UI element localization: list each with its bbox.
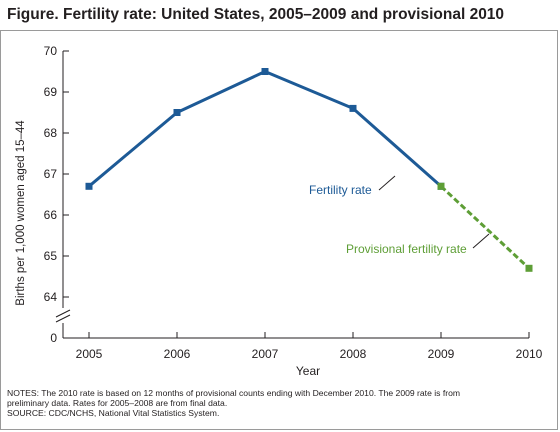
provisional-rate-marker — [525, 264, 533, 272]
provisional-rate-marker — [437, 182, 445, 190]
fertility-rate-marker — [173, 109, 181, 116]
x-tick-label: 2008 — [340, 347, 367, 361]
provisional-rate-label: Provisional fertility rate — [346, 242, 467, 256]
axis-break-mark — [55, 314, 71, 323]
x-axis-label: Year — [296, 364, 320, 378]
axis-break-mark — [55, 309, 71, 318]
x-tick-label: 2006 — [164, 347, 191, 361]
y-tick-label: 69 — [44, 85, 58, 99]
fertility-rate-marker — [349, 104, 357, 112]
provisional-rate-line — [439, 185, 531, 270]
fertility-rate-label: Fertility rate — [309, 183, 372, 197]
y-tick-label: 67 — [44, 167, 58, 181]
chart-title: Figure. Fertility rate: United States, 2… — [7, 6, 505, 23]
series-annotations: Fertility rate Provisional fertility rate — [309, 175, 490, 256]
chart-frame — [0, 30, 558, 430]
fertility-rate-marker — [85, 182, 93, 190]
y-tick-label: 64 — [44, 290, 58, 304]
x-tick-label: 2010 — [516, 347, 543, 361]
series-lines — [88, 70, 531, 270]
series-markers — [85, 68, 533, 272]
source-line: SOURCE: CDC/NCHS, National Vital Statist… — [7, 408, 220, 419]
y-axis-label: Births per 1,000 women aged 15–44 — [15, 120, 27, 306]
provisional-rate-leader — [472, 233, 490, 249]
y-tick-label: 68 — [44, 126, 58, 140]
x-tick-label: 2005 — [76, 347, 103, 361]
notes-line: NOTES: The 2010 rate is based on 12 mont… — [7, 388, 461, 398]
x-tick-label: 2007 — [252, 347, 279, 361]
fertility-rate-leader — [378, 175, 396, 191]
y-axis-ticks: 0 64 65 66 67 68 69 70 — [44, 44, 69, 345]
x-tick-label: 2009 — [428, 347, 455, 361]
notes-line: preliminary data. Rates for 2005–2008 ar… — [7, 398, 228, 409]
y-tick-label: 70 — [44, 44, 58, 58]
fertility-rate-line — [88, 70, 442, 188]
line-chart: 0 64 65 66 67 68 69 70 2005 2006 2007 2008 2009 2010… — [15, 44, 543, 378]
y-tick-label: 66 — [44, 208, 58, 222]
chart-notes: NOTES: The 2010 rate is based on 12 mont… — [7, 388, 552, 419]
y-tick-label: 65 — [44, 249, 58, 263]
fertility-rate-marker — [261, 68, 269, 75]
x-axis-ticks: 2005 2006 2007 2008 2009 2010 — [76, 332, 543, 361]
axes — [55, 51, 529, 339]
y-tick-label: 0 — [50, 331, 57, 345]
